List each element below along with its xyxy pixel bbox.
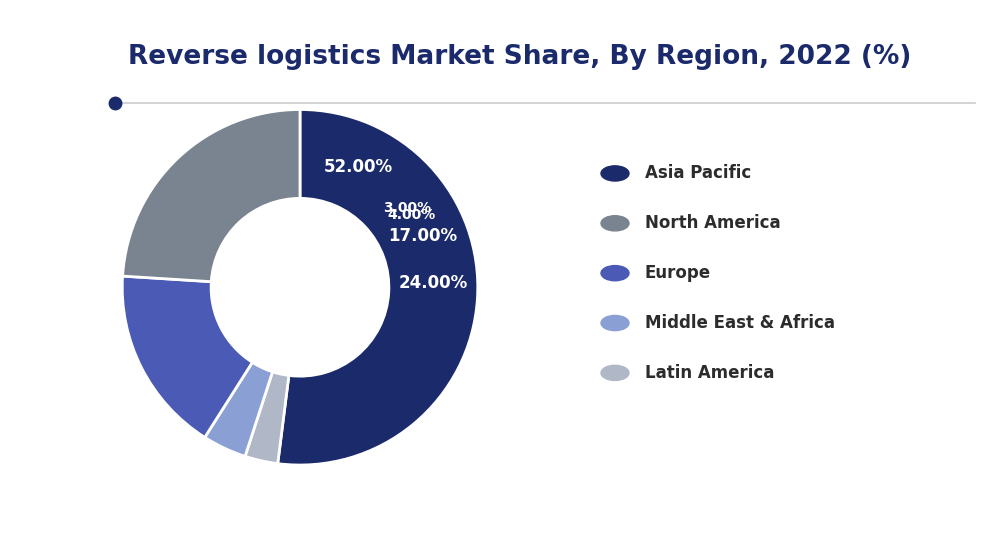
Text: Reverse logistics Market Share, By Region, 2022 (%): Reverse logistics Market Share, By Regio…	[128, 44, 912, 70]
Text: RESEARCH: RESEARCH	[33, 65, 92, 75]
Wedge shape	[278, 109, 478, 465]
Text: 24.00%: 24.00%	[399, 274, 468, 292]
Wedge shape	[245, 372, 289, 463]
Text: PRECEDENCE: PRECEDENCE	[27, 40, 98, 49]
Text: 17.00%: 17.00%	[389, 227, 458, 245]
Wedge shape	[122, 276, 252, 437]
Wedge shape	[123, 109, 300, 282]
Text: Latin America: Latin America	[645, 364, 774, 382]
Text: 52.00%: 52.00%	[324, 158, 393, 177]
Text: Europe: Europe	[645, 264, 711, 282]
Wedge shape	[205, 362, 273, 456]
Text: 3.00%: 3.00%	[383, 201, 431, 215]
Text: Asia Pacific: Asia Pacific	[645, 164, 751, 183]
Text: Middle East & Africa: Middle East & Africa	[645, 314, 835, 332]
Text: 4.00%: 4.00%	[388, 208, 436, 222]
Text: North America: North America	[645, 214, 781, 233]
